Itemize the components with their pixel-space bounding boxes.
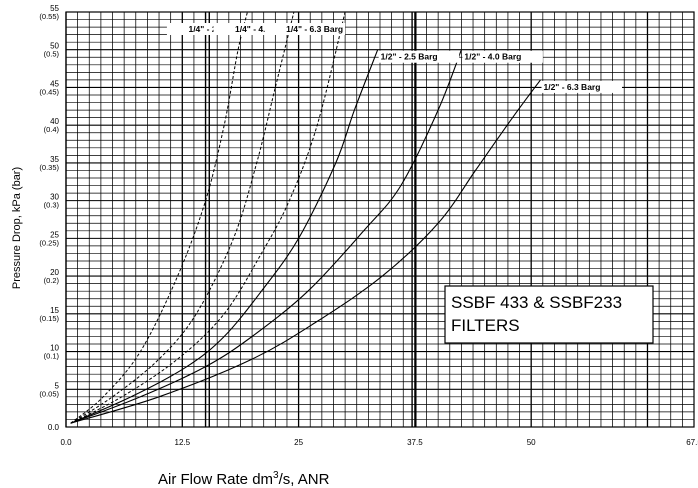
x-axis-label: Air Flow Rate dm3/s, ANR [158, 470, 330, 488]
y-tick-label-kpa: 35 [50, 155, 59, 164]
x-axis-label-rest: /s, ANR [279, 471, 330, 488]
grid [65, 11, 695, 428]
y-tick-label-bar: (0.2) [44, 276, 60, 285]
series-line-3 [70, 11, 346, 424]
y-tick-label-kpa: 55 [50, 4, 59, 13]
y-tick-label-kpa: 15 [50, 306, 59, 315]
series-line-5 [70, 49, 462, 424]
series-label-3: 1/4" - 6.3 Barg [286, 24, 343, 34]
annotation-box: SSBF 433 & SSBF233 FILTERS [444, 285, 654, 344]
series-label-6: 1/2" - 6.3 Barg [543, 82, 600, 92]
y-tick-label-kpa: 20 [50, 268, 59, 277]
series-line-4 [70, 49, 379, 424]
y-tick-label-bar: (0.5) [44, 50, 60, 59]
y-axis-label: Pressure Drop, kPa (bar) [11, 167, 23, 289]
x-tick-label: 0.0 [60, 438, 72, 447]
y-tick-label-bar: (0.15) [39, 314, 59, 323]
x-tick-label: 25 [294, 438, 303, 447]
y-tick-label-kpa: 0.0 [48, 423, 60, 432]
series-line-6 [70, 79, 541, 424]
series-layer [70, 11, 541, 424]
x-tick-label: 50 [527, 438, 536, 447]
y-tick-label-bar: (0.4) [44, 125, 60, 134]
x-tick-label: 37.5 [407, 438, 423, 447]
series-label-bg [462, 50, 543, 63]
series-line-2 [70, 11, 295, 424]
y-tick-label-kpa: 10 [50, 344, 59, 353]
y-tick-label-kpa: 5 [55, 381, 60, 390]
series-line-1 [70, 11, 248, 424]
y-tick-label-bar: (0.05) [39, 389, 59, 398]
y-tick-label-bar: (0.25) [39, 238, 59, 247]
y-tick-label-bar: (0.3) [44, 201, 60, 210]
y-tick-label-kpa: 40 [50, 117, 59, 126]
y-tick-labels: 0.0 5(0.05) 10(0.1) 15(0.15) 20(0.2) 25(0.25)… [39, 4, 59, 432]
y-tick-label-kpa: 30 [50, 193, 59, 202]
series-label-5: 1/2" - 4.0 Barg [464, 52, 521, 62]
y-tick-label-kpa: 45 [50, 79, 59, 88]
y-tick-label-kpa: 50 [50, 42, 59, 51]
x-tick-labels: 0.0 12.5 25 37.5 50 67.5 [60, 438, 698, 447]
y-tick-label-bar: (0.35) [39, 163, 59, 172]
y-tick-label-bar: (0.45) [39, 87, 59, 96]
series-label-bg [541, 80, 622, 93]
x-axis-label-sup: 3 [273, 470, 279, 481]
series-label-4: 1/2" - 2.5 Barg [381, 52, 438, 62]
x-axis-label-main: Air Flow Rate dm [158, 471, 273, 488]
x-tick-label: 67.5 [686, 438, 698, 447]
series-label-2: 1/4" - 4.0 Barg [235, 24, 292, 34]
y-tick-label-bar: (0.1) [44, 352, 60, 361]
y-tick-label-kpa: 25 [50, 230, 59, 239]
series-label-bg [378, 50, 460, 63]
annotation-line-2: FILTERS [451, 316, 520, 335]
plot-frame [65, 11, 695, 428]
annotation-line-1: SSBF 433 & SSBF233 [451, 293, 622, 312]
x-tick-label: 12.5 [175, 438, 191, 447]
series-label-bg [264, 23, 346, 35]
y-tick-label-bar: (0.55) [39, 12, 59, 21]
